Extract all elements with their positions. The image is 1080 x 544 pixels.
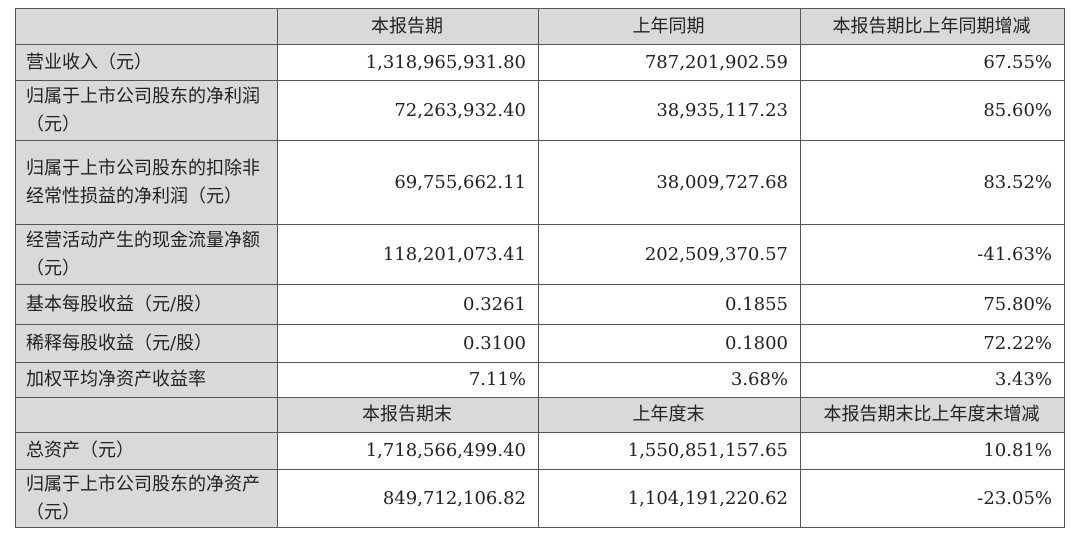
row-label: 基本每股收益（元/股）	[15, 284, 278, 325]
column-header	[15, 8, 278, 45]
row-label: 归属于上市公司股东的净资产（元）	[15, 469, 278, 528]
column-header: 本报告期末比上年度末增减	[800, 397, 1065, 433]
table-row: 营业收入（元） 1,318,965,931.80 787,201,902.59 67.…	[15, 44, 1065, 81]
table-row: 稀释每股收益（元/股） 0.3100 0.1800 72.22%	[15, 324, 1065, 363]
prior-value: 1,550,851,157.65	[538, 432, 801, 470]
table-row: 总资产（元） 1,718,566,499.40 1,550,851,157.65 10…	[15, 432, 1065, 470]
column-header: 上年度末	[538, 397, 801, 433]
change-value: 75.80%	[800, 284, 1065, 325]
current-value: 72,263,932.40	[277, 80, 539, 141]
prior-value: 38,009,727.68	[538, 140, 801, 225]
change-value: 67.55%	[800, 44, 1065, 81]
current-value: 118,201,073.41	[277, 224, 539, 285]
prior-value: 1,104,191,220.62	[538, 469, 801, 528]
column-header: 上年同期	[538, 8, 801, 45]
prior-value: 202,509,370.57	[538, 224, 801, 285]
prior-value: 0.1800	[538, 324, 801, 363]
column-header: 本报告期比上年同期增减	[800, 8, 1065, 45]
row-label: 总资产（元）	[15, 432, 278, 470]
change-value: 83.52%	[800, 140, 1065, 225]
table-row: 加权平均净资产收益率 7.11% 3.68% 3.43%	[15, 362, 1065, 398]
change-value: 85.60%	[800, 80, 1065, 141]
current-value: 0.3100	[277, 324, 539, 363]
prior-value: 38,935,117.23	[538, 80, 801, 141]
header-row: 本报告期末 上年度末 本报告期末比上年度末增减	[15, 397, 1065, 433]
prior-value: 0.1855	[538, 284, 801, 325]
table-row: 基本每股收益（元/股） 0.3261 0.1855 75.80%	[15, 284, 1065, 325]
row-label: 加权平均净资产收益率	[15, 362, 278, 398]
column-header: 本报告期	[277, 8, 539, 45]
current-value: 69,755,662.11	[277, 140, 539, 225]
current-value: 0.3261	[277, 284, 539, 325]
change-value: 3.43%	[800, 362, 1065, 398]
table-row: 归属于上市公司股东的净利润（元） 72,263,932.40 38,935,117.…	[15, 80, 1065, 141]
table-row: 经营活动产生的现金流量净额（元） 118,201,073.41 202,509,37…	[15, 224, 1065, 285]
row-label: 归属于上市公司股东的扣除非经常性损益的净利润（元）	[15, 140, 278, 225]
table-row: 归属于上市公司股东的净资产（元） 849,712,106.82 1,104,191,…	[15, 469, 1065, 528]
current-value: 7.11%	[277, 362, 539, 398]
financial-summary-table: 本报告期 上年同期 本报告期比上年同期增减 营业收入（元） 1,318,965,931.…	[15, 8, 1065, 528]
change-value: -41.63%	[800, 224, 1065, 285]
current-value: 849,712,106.82	[277, 469, 539, 528]
column-header: 本报告期末	[277, 397, 539, 433]
row-label: 营业收入（元）	[15, 44, 278, 81]
row-label: 经营活动产生的现金流量净额（元）	[15, 224, 278, 285]
current-value: 1,318,965,931.80	[277, 44, 539, 81]
change-value: 10.81%	[800, 432, 1065, 470]
table-row: 归属于上市公司股东的扣除非经常性损益的净利润（元） 69,755,662.11 38…	[15, 140, 1065, 225]
row-label: 归属于上市公司股东的净利润（元）	[15, 80, 278, 141]
prior-value: 3.68%	[538, 362, 801, 398]
column-header	[15, 397, 278, 433]
current-value: 1,718,566,499.40	[277, 432, 539, 470]
header-row: 本报告期 上年同期 本报告期比上年同期增减	[15, 8, 1065, 45]
prior-value: 787,201,902.59	[538, 44, 801, 81]
change-value: -23.05%	[800, 469, 1065, 528]
row-label: 稀释每股收益（元/股）	[15, 324, 278, 363]
change-value: 72.22%	[800, 324, 1065, 363]
